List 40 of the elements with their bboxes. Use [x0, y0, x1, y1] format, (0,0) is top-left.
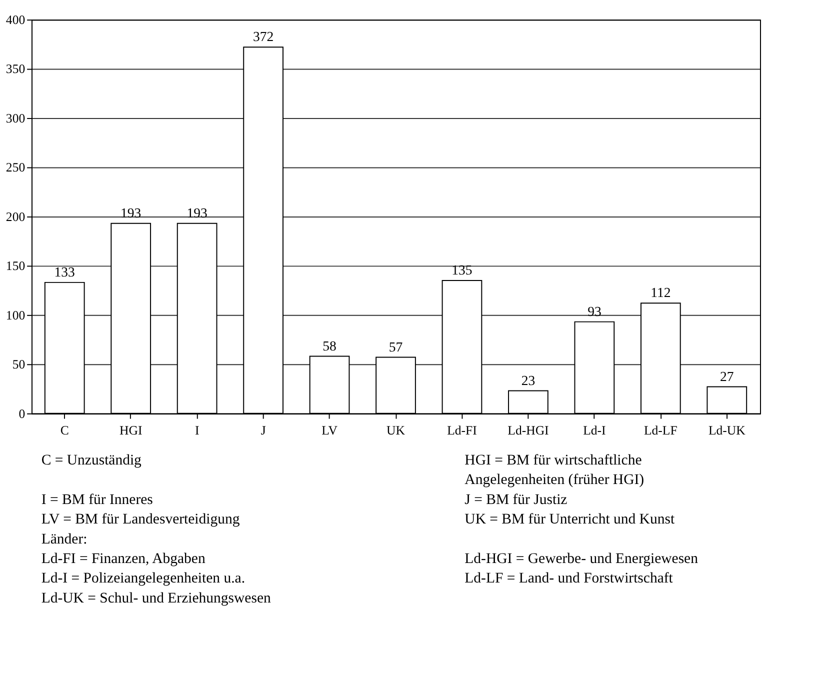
y-tick-label: 50 — [12, 358, 26, 372]
x-tick-label: UK — [386, 424, 406, 438]
text: HGI = BM für wirtschaftliche Angelegenheiten (früher HGI) — [464, 452, 644, 488]
y-tick-label: 350 — [6, 62, 26, 76]
data-label: 57 — [388, 339, 403, 354]
y-tick-label: 300 — [6, 111, 26, 126]
text: C = Unzuständig — [41, 452, 142, 469]
text: Ld-I = Polizeiangelegenheiten u.a. — [41, 570, 246, 587]
x-tick-label: LV — [322, 424, 338, 438]
text: I = BM für Inneres — [41, 492, 154, 508]
data-label: 372 — [252, 29, 274, 44]
y-tick-label: 200 — [6, 210, 26, 224]
x-tick-label: HGI — [119, 424, 142, 438]
text: Ld-FI = Finanzen, Abgaben — [41, 551, 206, 568]
text: Länder: — [41, 531, 88, 548]
text: Ld-LF = Land- und Forstwirtschaft — [464, 570, 674, 587]
x-tick-label: Ld-FI — [447, 424, 477, 438]
x-tick-label: Ld-HGI — [508, 424, 549, 438]
x-tick-label: C — [60, 424, 69, 438]
data-label: 23 — [521, 372, 536, 388]
y-tick-label: 250 — [6, 160, 26, 175]
y-tick-label: 400 — [6, 13, 26, 28]
text: Ld-UK = Schul- und Erziehungswesen — [41, 590, 272, 606]
x-tick-label: I — [194, 424, 200, 438]
text: UK = BM für Unterricht und Kunst — [464, 512, 676, 528]
data-label: 58 — [322, 338, 337, 354]
text: LV = BM für Landesverteidigung — [41, 512, 240, 528]
x-tick-label: Ld-UK — [708, 424, 746, 438]
x-tick-label: J — [260, 424, 266, 438]
data-label: 135 — [452, 262, 472, 278]
data-label: 112 — [650, 285, 671, 300]
y-tick-label: 100 — [6, 308, 26, 322]
x-tick-label: Ld-LF — [644, 424, 678, 438]
data-label: 133 — [54, 264, 76, 280]
data-label: 27 — [720, 368, 734, 384]
text: Ld-HGI = Gewerbe- und Energiewesen — [464, 551, 699, 568]
y-tick-label: 150 — [6, 259, 26, 274]
y-tick-label: 0 — [18, 406, 26, 421]
text: J = BM für Justiz — [464, 492, 568, 508]
x-tick-label: Ld-I — [583, 424, 606, 438]
